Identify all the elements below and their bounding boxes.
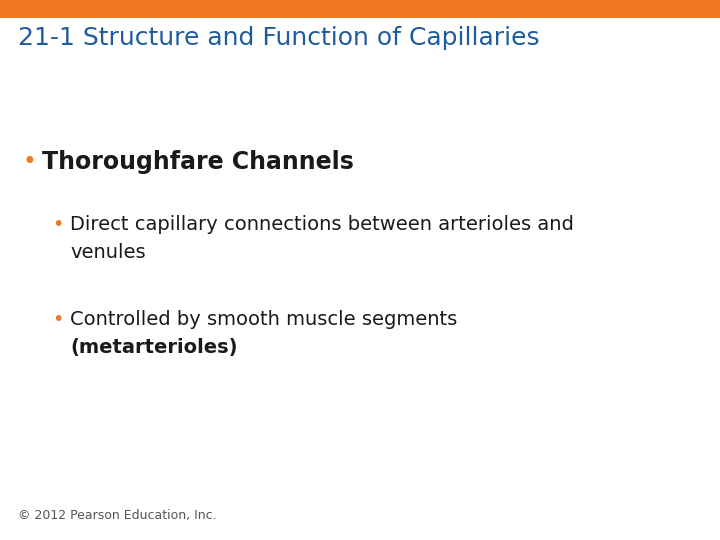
Text: Direct capillary connections between arterioles and: Direct capillary connections between art… [70, 215, 574, 234]
Text: Thoroughfare Channels: Thoroughfare Channels [42, 150, 354, 174]
Text: •: • [52, 215, 63, 234]
Bar [0, 0, 720, 18]
Text: •: • [22, 150, 36, 174]
Text: 21-1 Structure and Function of Capillaries: 21-1 Structure and Function of Capillari… [18, 26, 539, 50]
Text: Controlled by smooth muscle segments: Controlled by smooth muscle segments [70, 310, 457, 329]
Text: © 2012 Pearson Education, Inc.: © 2012 Pearson Education, Inc. [18, 509, 217, 522]
Text: (metarterioles): (metarterioles) [70, 338, 238, 357]
Text: •: • [52, 310, 63, 329]
Text: venules: venules [70, 243, 145, 262]
